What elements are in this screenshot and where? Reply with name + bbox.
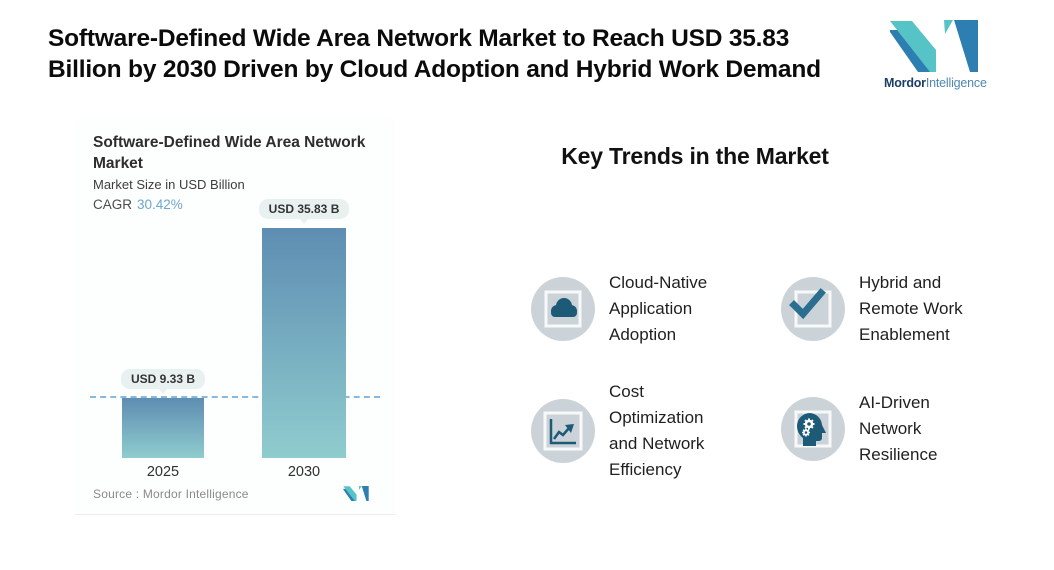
bar-2030 xyxy=(262,228,346,458)
logo-text-intelligence: Intelligence xyxy=(925,76,987,90)
x-axis-label-2025: 2025 xyxy=(146,464,180,480)
cagr-row: CAGR 30.42% xyxy=(93,197,183,212)
mordor-logo-mini-icon xyxy=(343,486,369,501)
trend-item-ai-resilience: AI-Driven Network Resilience xyxy=(781,390,989,468)
chart-title: Software-Defined Wide Area Network Marke… xyxy=(93,134,366,172)
bar-chart-plot: USD 9.33 B USD 35.83 B xyxy=(75,118,395,458)
mordor-logo-mark-icon xyxy=(890,20,978,72)
cloud-icon xyxy=(531,277,595,341)
trend-label: AI-Driven Network Resilience xyxy=(859,393,938,464)
bar-column-2025: USD 9.33 B xyxy=(120,369,206,458)
trend-item-hybrid-work: Hybrid and Remote Work Enablement xyxy=(781,270,989,348)
chart-subtitle: Market Size in USD Billion xyxy=(93,177,245,192)
logo-text-mordor: Mordor xyxy=(884,76,926,90)
trend-item-cloud-native: Cloud-Native Application Adoption xyxy=(531,270,739,348)
trend-label: Cost Optimization and Network Efficiency xyxy=(609,382,705,479)
trend-label: Hybrid and Remote Work Enablement xyxy=(859,273,963,344)
checkmark-icon xyxy=(781,277,845,341)
x-axis-label-2030: 2030 xyxy=(287,464,321,480)
value-badge-2030: USD 35.83 B xyxy=(258,199,350,219)
bar-column-2030: USD 35.83 B xyxy=(258,199,350,458)
trend-label: Cloud-Native Application Adoption xyxy=(609,273,708,344)
market-chart-panel: Software-Defined Wide Area Network Marke… xyxy=(75,118,395,515)
key-trends-heading: Key Trends in the Market xyxy=(561,143,829,169)
cagr-label: CAGR xyxy=(93,197,133,212)
mordor-intelligence-logo: MordorIntelligence xyxy=(884,20,987,90)
ai-head-icon xyxy=(781,397,845,461)
source-row: Source : Mordor Intelligence xyxy=(93,486,369,501)
page-title: Software-Defined Wide Area Network Marke… xyxy=(48,25,821,83)
bar-2025 xyxy=(122,398,204,458)
trend-item-cost-optimization: Cost Optimization and Network Efficiency xyxy=(531,379,739,483)
value-badge-2025: USD 9.33 B xyxy=(120,369,206,389)
reference-line xyxy=(90,396,380,398)
source-text: Source : Mordor Intelligence xyxy=(93,486,249,501)
line-chart-icon xyxy=(531,399,595,463)
logo-wordmark: MordorIntelligence xyxy=(884,76,987,90)
cagr-value: 30.42% xyxy=(137,197,183,212)
